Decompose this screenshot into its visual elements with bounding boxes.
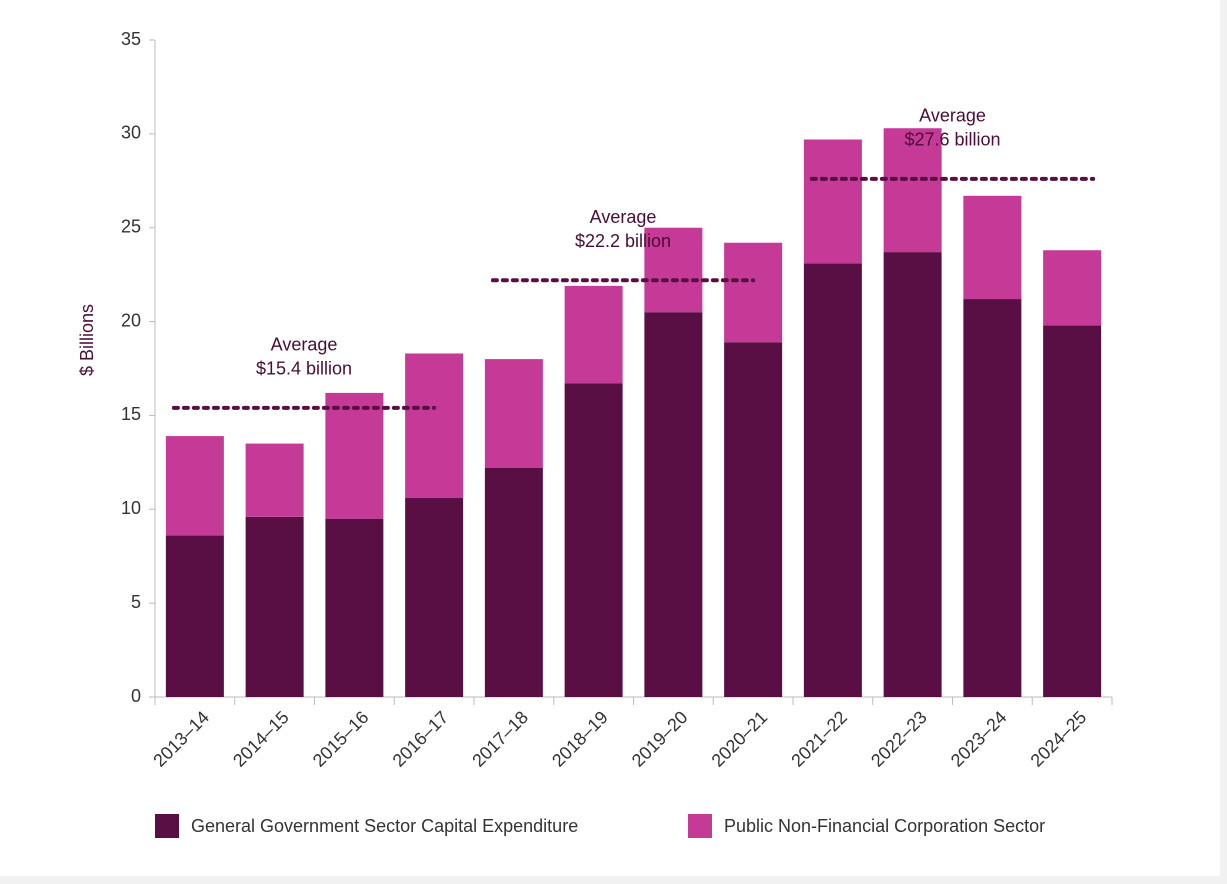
legend-label: Public Non-Financial Corporation Sector [724, 816, 1045, 836]
bar-segment [484, 359, 543, 468]
bar-segment [963, 195, 1022, 300]
y-axis-label: $ Billions [77, 304, 97, 376]
bar-segment [803, 139, 862, 264]
bar-segment [883, 128, 942, 253]
y-tick-label: 35 [121, 29, 141, 49]
bar-segment [644, 227, 703, 313]
bar-segment [1043, 250, 1102, 326]
bar-segment [405, 498, 464, 697]
y-tick-label: 5 [131, 592, 141, 612]
bar-segment [245, 443, 304, 517]
bar-segment [325, 392, 384, 519]
legend-swatch [155, 814, 179, 838]
bar-segment [883, 252, 942, 698]
average-label: $27.6 billion [904, 130, 1000, 150]
average-label: $15.4 billion [256, 359, 352, 379]
y-tick-label: 30 [121, 123, 141, 143]
bar-segment [564, 383, 623, 697]
bar-segment [1043, 325, 1102, 697]
bar-segment [165, 535, 224, 697]
y-tick-label: 20 [121, 310, 141, 330]
bar-segment [405, 353, 464, 499]
average-label: Average [271, 335, 338, 355]
bar-segment [724, 242, 783, 343]
bar-segment [484, 467, 543, 697]
legend-swatch [688, 814, 712, 838]
bar-segment [644, 312, 703, 697]
legend-label: General Government Sector Capital Expend… [191, 816, 578, 836]
bar-segment [165, 436, 224, 536]
average-label: $22.2 billion [575, 231, 671, 251]
y-tick-label: 15 [121, 404, 141, 424]
average-label: Average [590, 207, 657, 227]
bar-segment [564, 285, 623, 384]
y-tick-label: 0 [131, 686, 141, 706]
bar-segment [245, 516, 304, 697]
bar-segment [963, 299, 1022, 697]
y-tick-label: 10 [121, 498, 141, 518]
average-label: Average [919, 106, 986, 126]
bar-segment [803, 263, 862, 697]
y-tick-label: 25 [121, 216, 141, 236]
bar-segment [325, 518, 384, 697]
bar-segment [724, 342, 783, 697]
